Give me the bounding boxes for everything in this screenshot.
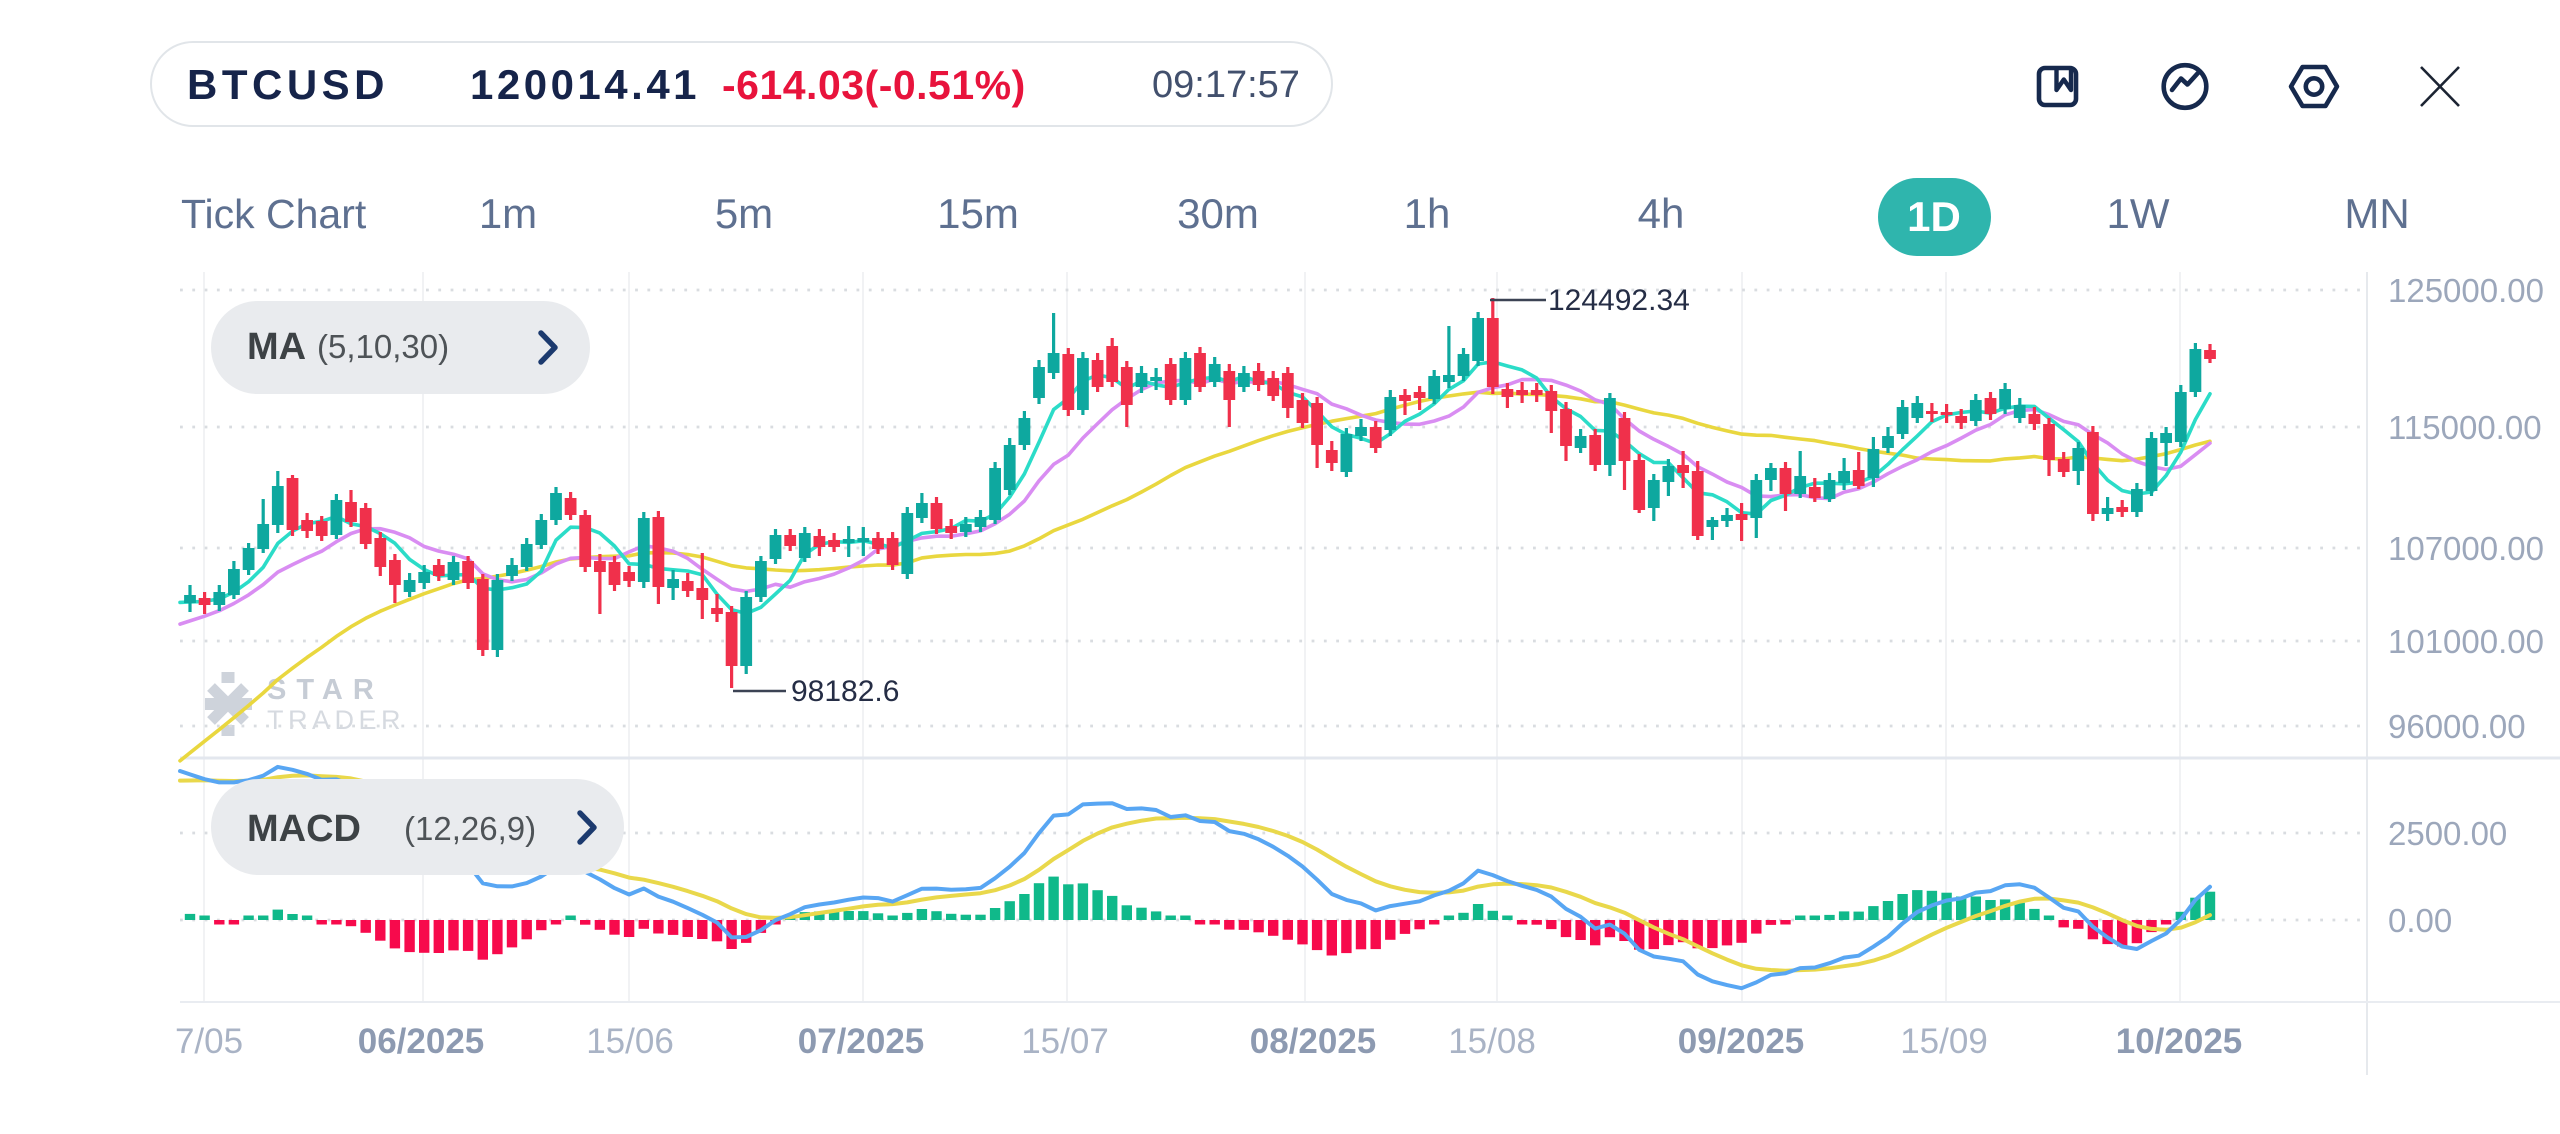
svg-text:107000.00: 107000.00: [2388, 530, 2544, 567]
svg-text:30m: 30m: [1177, 190, 1259, 237]
svg-text:15/06: 15/06: [586, 1022, 674, 1061]
svg-text:101000.00: 101000.00: [2388, 623, 2544, 660]
svg-text:1m: 1m: [479, 190, 537, 237]
svg-text:120014.41: 120014.41: [470, 61, 700, 108]
svg-text:4h: 4h: [1638, 190, 1685, 237]
svg-text:15m: 15m: [937, 190, 1019, 237]
svg-text:(12,26,9): (12,26,9): [404, 810, 536, 847]
svg-text:06/2025: 06/2025: [358, 1022, 485, 1061]
svg-text:96000.00: 96000.00: [2388, 708, 2526, 745]
svg-text:1D: 1D: [1907, 193, 1961, 240]
svg-text:10/2025: 10/2025: [2116, 1022, 2243, 1061]
svg-text:MN: MN: [2344, 190, 2409, 237]
svg-text:MACD: MACD: [247, 808, 361, 850]
svg-text:98182.6: 98182.6: [791, 675, 899, 708]
svg-text:09:17:57: 09:17:57: [1152, 64, 1300, 106]
svg-text:124492.34: 124492.34: [1548, 284, 1690, 317]
svg-text:08/2025: 08/2025: [1250, 1022, 1377, 1061]
svg-text:115000.00: 115000.00: [2388, 409, 2542, 446]
svg-text:5m: 5m: [715, 190, 773, 237]
svg-text:BTCUSD: BTCUSD: [187, 61, 389, 108]
svg-text:15/09: 15/09: [1900, 1022, 1988, 1061]
svg-text:Tick Chart: Tick Chart: [181, 191, 367, 237]
svg-text:125000.00: 125000.00: [2388, 272, 2544, 309]
svg-text:07/2025: 07/2025: [798, 1022, 925, 1061]
svg-text:2500.00: 2500.00: [2388, 815, 2507, 852]
svg-text:(5,10,30): (5,10,30): [317, 328, 449, 365]
svg-text:TRADER: TRADER: [267, 705, 405, 735]
svg-text:MA: MA: [247, 326, 306, 368]
svg-text:-614.03(-0.51%): -614.03(-0.51%): [722, 62, 1026, 108]
svg-text:1h: 1h: [1404, 190, 1451, 237]
svg-text:0.00: 0.00: [2388, 902, 2452, 939]
svg-text:15/08: 15/08: [1448, 1022, 1536, 1061]
svg-text:STAR: STAR: [267, 674, 384, 706]
svg-text:1W: 1W: [2107, 190, 2170, 237]
svg-text:09/2025: 09/2025: [1678, 1022, 1805, 1061]
svg-text:15/07: 15/07: [1021, 1022, 1109, 1061]
svg-text:7/05: 7/05: [175, 1022, 243, 1061]
